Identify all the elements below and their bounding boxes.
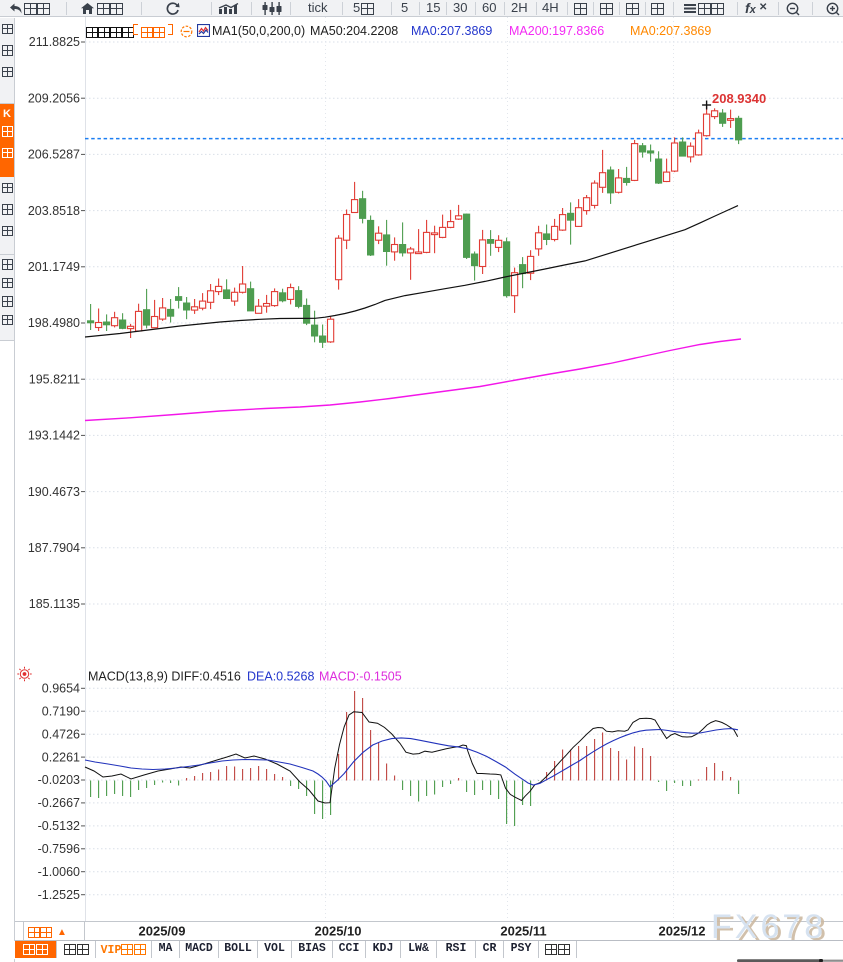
- svg-text:2025/09: 2025/09: [139, 924, 186, 939]
- svg-text:2025/11: 2025/11: [500, 924, 546, 939]
- svg-text:DEA:0.5268: DEA:0.5268: [247, 670, 314, 684]
- svg-text:0.2261: 0.2261: [42, 750, 80, 764]
- svg-text:-0.7596: -0.7596: [38, 842, 80, 856]
- svg-text:211.8825: 211.8825: [29, 35, 80, 49]
- svg-text:187.7904: 187.7904: [28, 541, 80, 555]
- svg-text:201.1749: 201.1749: [28, 260, 80, 274]
- svg-text:0.7190: 0.7190: [42, 704, 80, 718]
- svg-text:185.1135: 185.1135: [29, 597, 80, 611]
- svg-text:-1.0060: -1.0060: [38, 865, 80, 879]
- svg-text:193.1442: 193.1442: [28, 429, 80, 443]
- svg-text:0.4726: 0.4726: [42, 727, 80, 741]
- svg-text:MACD(13,8,9) DIFF:0.4516: MACD(13,8,9) DIFF:0.4516: [88, 670, 241, 684]
- svg-text:2025/12: 2025/12: [659, 924, 706, 939]
- svg-text:208.9340: 208.9340: [712, 91, 766, 106]
- svg-text:2025/10: 2025/10: [315, 924, 362, 939]
- svg-text:-1.2525: -1.2525: [38, 888, 80, 902]
- svg-text:203.8518: 203.8518: [28, 204, 80, 218]
- svg-text:206.5287: 206.5287: [28, 148, 80, 162]
- svg-text:195.8211: 195.8211: [29, 372, 80, 386]
- svg-text:-0.5132: -0.5132: [38, 819, 80, 833]
- svg-text:-0.2667: -0.2667: [38, 796, 80, 810]
- svg-text:MACD:-0.1505: MACD:-0.1505: [319, 670, 402, 684]
- svg-text:0.9654: 0.9654: [42, 682, 80, 696]
- svg-text:-0.0203: -0.0203: [38, 773, 80, 787]
- svg-text:198.4980: 198.4980: [28, 316, 80, 330]
- svg-text:FX678: FX678: [711, 908, 826, 946]
- svg-text:190.4673: 190.4673: [28, 485, 80, 499]
- svg-text:209.2056: 209.2056: [28, 91, 80, 105]
